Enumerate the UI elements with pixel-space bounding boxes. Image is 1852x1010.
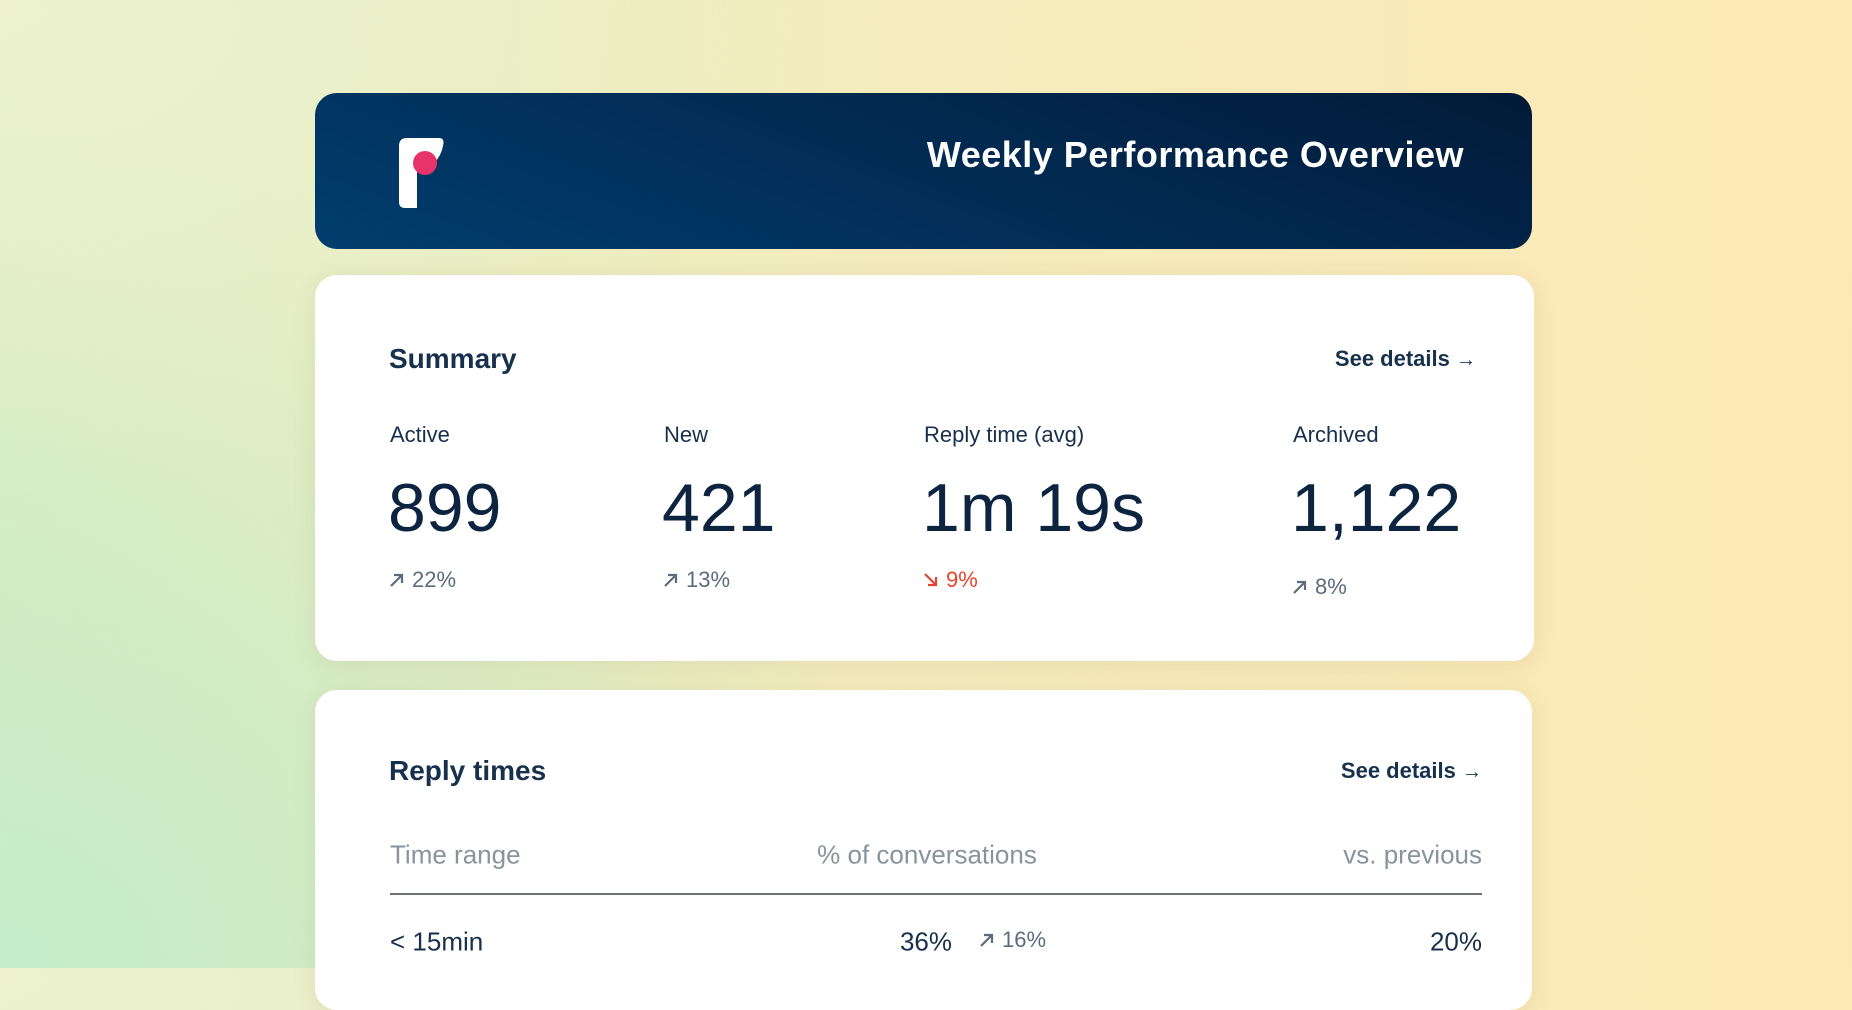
table-header: % of conversations [817, 839, 1037, 870]
section-title: Summary [389, 343, 517, 374]
page-title: Weekly Performance Overview [926, 134, 1464, 175]
metric-change: 9% [922, 567, 978, 593]
metric-change: 22% [388, 567, 456, 593]
section-title: Reply times [389, 755, 547, 786]
metric-value: 1,122 [1291, 470, 1462, 546]
metric-change: 8% [1291, 574, 1347, 600]
change-text: 13% [686, 567, 731, 592]
metric-label: Archived [1293, 422, 1379, 447]
table-header: Time range [390, 839, 521, 870]
header-rule [390, 893, 1482, 895]
metric-label: New [664, 422, 709, 447]
metric-change: 13% [662, 567, 730, 593]
see-details-link[interactable]: See details → [1340, 758, 1482, 783]
see-details-link[interactable]: See details → [1334, 346, 1476, 371]
metric-value: 1m 19s [922, 470, 1145, 546]
table-header: vs. previous [1343, 839, 1482, 870]
reply-times-card: Reply times See details → Time range % o… [315, 690, 1532, 1010]
page: {"header": {"title": "Weekly Performance… [0, 0, 1852, 968]
link-text: See details [1340, 758, 1456, 783]
metric-label: Active [390, 422, 450, 447]
metric-label: Reply time (avg) [924, 422, 1085, 447]
table-cell: < 15min [390, 926, 484, 957]
table-change: 16% [978, 927, 1046, 953]
change-text: 9% [946, 567, 978, 592]
link-text: See details [1334, 346, 1450, 371]
table-cell: 36% [899, 926, 952, 957]
summary-card: Summary See details → Active 899 22% New… [315, 275, 1534, 661]
change-text: 8% [1315, 574, 1347, 599]
change-text: 16% [1002, 927, 1047, 952]
table-cell: 20% [1429, 926, 1482, 957]
metric-value: 899 [388, 470, 502, 546]
change-text: 22% [412, 567, 457, 592]
metric-value: 421 [662, 470, 776, 546]
logo [399, 138, 444, 208]
header-banner: Weekly Performance Overview [315, 93, 1532, 249]
